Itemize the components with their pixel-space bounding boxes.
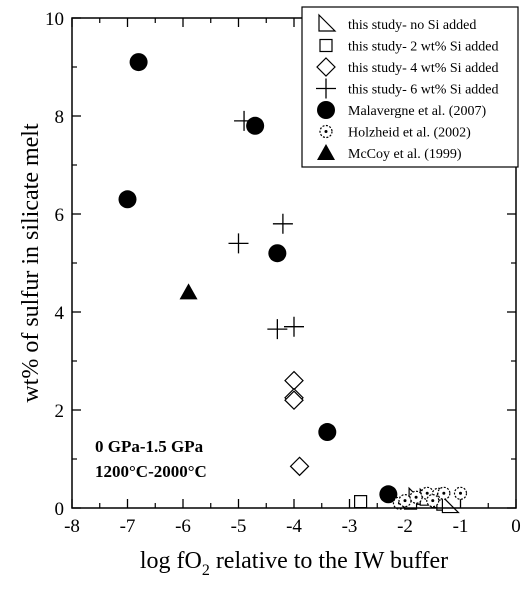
legend-entry: Holzheid et al. (2002) (319, 124, 471, 141)
legend-items: this study- no Si added this study- 2 wt%… (316, 13, 499, 162)
plot-frame (71, 17, 517, 509)
marker-center (324, 130, 328, 133)
legend-marker (319, 38, 333, 53)
data-point (179, 283, 198, 300)
x-tick-label: -1 (453, 516, 469, 537)
marker-center (425, 491, 429, 495)
annotation-pressure: 0 GPa-1.5 GPa (95, 437, 204, 456)
legend-entry: this study- 6 wt% Si added (316, 78, 499, 99)
x-axis-title-subscript: 2 (202, 562, 210, 579)
x-tick-label: -4 (286, 516, 302, 537)
x-tick-label: 0 (511, 516, 521, 537)
data-point (118, 190, 137, 209)
x-tick-label: -6 (175, 516, 191, 537)
legend-marker (317, 101, 335, 119)
series-3 (228, 110, 304, 340)
y-tick-label: 6 (55, 205, 65, 226)
legend: this study- no Si added this study- 2 wt%… (301, 6, 519, 168)
legend-entry: this study- no Si added (318, 13, 476, 33)
marker-center (414, 495, 418, 499)
data-point (129, 53, 148, 72)
y-tick-label: 2 (55, 401, 65, 422)
data-point (267, 319, 288, 340)
x-axis-title: log fO2 relative to the IW buffer (140, 548, 448, 579)
data-point (409, 490, 423, 504)
legend-marker (319, 124, 333, 139)
y-tick-label: 4 (55, 303, 65, 324)
data-point (284, 316, 304, 337)
data-point (354, 495, 368, 509)
marker-center (403, 499, 407, 503)
y-tick-label: 8 (55, 107, 65, 128)
series-2 (284, 370, 310, 477)
legend-marker (318, 13, 337, 32)
y-tick-label: 10 (45, 9, 64, 30)
x-axis-title-main: log fO (140, 548, 202, 574)
marker-center (459, 491, 462, 495)
marker-center (442, 491, 446, 495)
data-point (246, 116, 265, 135)
data-point (284, 370, 304, 391)
series-5 (392, 486, 468, 510)
data-point (272, 213, 293, 234)
x-tick-label: -7 (120, 516, 136, 537)
y-tick-label: 0 (55, 499, 65, 520)
x-tick-label: -8 (64, 516, 80, 537)
marker-center (431, 499, 435, 503)
data-point (437, 486, 451, 500)
legend-box (301, 6, 519, 168)
data-point (398, 494, 412, 508)
legend-marker (316, 78, 336, 99)
legend-marker (316, 57, 336, 77)
legend-label: Holzheid et al. (2002) (348, 126, 471, 141)
legend-marker (317, 144, 335, 160)
data-point (453, 486, 468, 500)
data-point (268, 244, 287, 263)
legend-label: this study- 2 wt% Si added (348, 40, 499, 55)
x-tick-label: -5 (231, 516, 247, 537)
legend-label: this study- no Si added (348, 18, 476, 33)
data-point (318, 423, 337, 442)
ticks-layer: -8 -7 -6 -5 -4 -3 -2 -1 0 0 2 4 6 8 10 (45, 9, 521, 537)
legend-label: Malavergne et al. (2007) (348, 104, 486, 119)
legend-label: McCoy et al. (1999) (348, 147, 462, 162)
legend-entry: this study- 2 wt% Si added (319, 38, 499, 55)
data-point (379, 485, 398, 504)
annotation-temperature: 1200°C-2000°C (95, 462, 207, 481)
series-6 (179, 283, 198, 300)
legend-entry: McCoy et al. (1999) (317, 144, 462, 162)
data-point (426, 494, 440, 508)
legend-label: this study- 4 wt% Si added (348, 61, 499, 76)
legend-label: this study- 6 wt% Si added (348, 83, 499, 98)
x-tick-label: -2 (397, 516, 413, 537)
data-point (289, 456, 310, 477)
series-4 (118, 53, 398, 504)
y-axis-title: wt% of sulfur in silicate melt (18, 123, 44, 403)
data-point (228, 233, 249, 254)
legend-entry: Malavergne et al. (2007) (317, 101, 486, 119)
legend-entry: this study- 4 wt% Si added (316, 57, 499, 77)
x-tick-label: -3 (342, 516, 358, 537)
data-point (284, 390, 304, 411)
x-axis-title-rest: relative to the IW buffer (210, 548, 448, 574)
